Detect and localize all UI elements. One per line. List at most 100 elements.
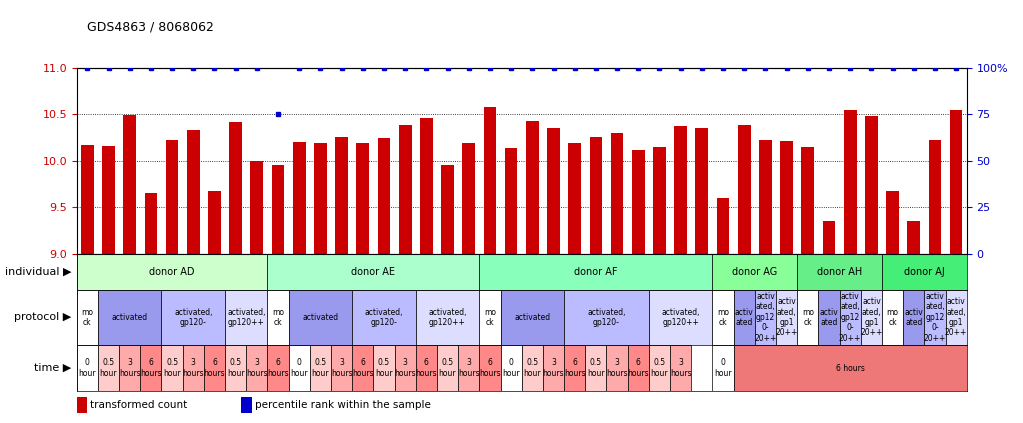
Bar	[352, 290, 415, 345]
Bar	[882, 254, 967, 290]
Bar	[162, 290, 225, 345]
Bar	[272, 165, 284, 254]
Bar	[649, 290, 712, 345]
Bar	[293, 142, 306, 254]
Text: activated: activated	[112, 313, 147, 322]
Bar	[526, 121, 539, 254]
Text: activated: activated	[515, 313, 550, 322]
Bar	[797, 290, 818, 345]
Text: activated,
gp120-: activated, gp120-	[587, 308, 626, 327]
Text: 6
hours: 6 hours	[140, 358, 162, 378]
Text: 0
hour: 0 hour	[502, 358, 520, 378]
Text: 0.5
hour: 0.5 hour	[164, 358, 181, 378]
Text: 3
hours: 3 hours	[670, 358, 692, 378]
Text: activ
ated: activ ated	[904, 308, 923, 327]
Text: 0.5
hour: 0.5 hour	[587, 358, 605, 378]
Bar	[822, 221, 836, 254]
Text: mo
ck: mo ck	[887, 308, 898, 327]
Text: donor AJ: donor AJ	[904, 267, 944, 277]
Bar	[733, 345, 967, 391]
Bar	[759, 140, 771, 254]
Bar	[882, 290, 903, 345]
Bar	[310, 345, 331, 391]
Bar	[564, 290, 649, 345]
Text: activ
ated,
gp12
0-
20++: activ ated, gp12 0- 20++	[754, 292, 776, 343]
Bar	[229, 122, 242, 254]
Bar	[907, 221, 920, 254]
Bar	[288, 345, 310, 391]
Bar	[712, 345, 733, 391]
Bar	[755, 290, 776, 345]
Bar	[480, 254, 712, 290]
Text: 3
hours: 3 hours	[458, 358, 480, 378]
Bar	[241, 397, 252, 413]
Bar	[949, 110, 963, 254]
Bar	[162, 345, 183, 391]
Text: 3
hours: 3 hours	[330, 358, 352, 378]
Bar	[441, 165, 454, 254]
Bar	[98, 345, 119, 391]
Text: 0
hour: 0 hour	[79, 358, 96, 378]
Text: 3
hours: 3 hours	[395, 358, 416, 378]
Bar	[653, 147, 666, 254]
Bar	[925, 290, 945, 345]
Bar	[166, 140, 178, 254]
Text: protocol ▶: protocol ▶	[14, 312, 72, 322]
Bar	[314, 143, 326, 254]
Text: donor AE: donor AE	[351, 267, 396, 277]
Text: 6
hours: 6 hours	[204, 358, 225, 378]
Bar	[649, 345, 670, 391]
Text: activated,
gp120++: activated, gp120++	[227, 308, 266, 327]
Text: 3
hours: 3 hours	[182, 358, 204, 378]
Text: 6
hours: 6 hours	[627, 358, 649, 378]
Bar	[564, 345, 585, 391]
Bar	[712, 254, 797, 290]
Bar	[77, 290, 98, 345]
Bar	[818, 290, 840, 345]
Text: activ
ated,
gp12
0-
20++: activ ated, gp12 0- 20++	[839, 292, 861, 343]
Bar	[225, 290, 267, 345]
Bar	[500, 345, 522, 391]
Bar	[480, 290, 500, 345]
Bar	[352, 345, 373, 391]
Text: 6
hours: 6 hours	[479, 358, 500, 378]
Bar	[611, 133, 623, 254]
Bar	[288, 290, 352, 345]
Text: activ
ated,
gp1
20++: activ ated, gp1 20++	[775, 297, 798, 338]
Bar	[674, 126, 687, 254]
Text: 0.5
hour: 0.5 hour	[524, 358, 541, 378]
Bar	[569, 143, 581, 254]
Bar	[187, 130, 199, 254]
Text: percentile rank within the sample: percentile rank within the sample	[255, 400, 431, 410]
Bar	[632, 150, 644, 254]
Bar	[119, 345, 140, 391]
Text: donor AH: donor AH	[817, 267, 862, 277]
Bar	[208, 190, 221, 254]
Bar	[840, 290, 860, 345]
Bar	[247, 345, 267, 391]
Bar	[903, 290, 925, 345]
Bar	[945, 290, 967, 345]
Bar	[607, 345, 628, 391]
Text: GDS4863 / 8068062: GDS4863 / 8068062	[87, 21, 214, 34]
Bar	[500, 290, 564, 345]
Text: activated,
gp120++: activated, gp120++	[662, 308, 700, 327]
Text: activated,
gp120++: activated, gp120++	[429, 308, 466, 327]
Text: 0
hour: 0 hour	[714, 358, 731, 378]
Text: donor AG: donor AG	[732, 267, 777, 277]
Text: 0.5
hour: 0.5 hour	[99, 358, 118, 378]
Text: activ
ated: activ ated	[819, 308, 839, 327]
Bar	[929, 140, 941, 254]
Bar	[797, 254, 882, 290]
Text: 6 hours: 6 hours	[836, 363, 864, 373]
Bar	[98, 290, 162, 345]
Text: mo
ck: mo ck	[272, 308, 284, 327]
Bar	[144, 193, 158, 254]
Text: 0.5
hour: 0.5 hour	[375, 358, 393, 378]
Bar	[77, 254, 267, 290]
Text: 0.5
hour: 0.5 hour	[312, 358, 329, 378]
Bar	[712, 290, 733, 345]
Bar	[860, 290, 882, 345]
Bar	[738, 125, 751, 254]
Text: donor AF: donor AF	[574, 267, 618, 277]
